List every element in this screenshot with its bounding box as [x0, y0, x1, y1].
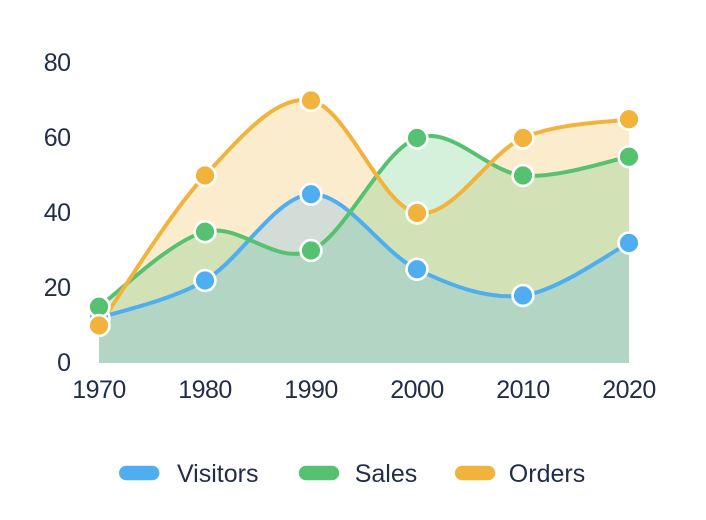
svg-text:2010: 2010 — [496, 376, 550, 404]
svg-text:40: 40 — [44, 199, 71, 227]
svg-text:2000: 2000 — [390, 376, 444, 404]
svg-text:Orders: Orders — [509, 460, 585, 488]
svg-text:60: 60 — [44, 124, 71, 152]
svg-text:0: 0 — [57, 349, 70, 377]
svg-text:2020: 2020 — [602, 376, 656, 404]
svg-text:1990: 1990 — [284, 376, 338, 404]
svg-text:Sales: Sales — [355, 460, 418, 488]
svg-text:1980: 1980 — [178, 376, 232, 404]
svg-text:20: 20 — [44, 274, 71, 302]
svg-text:80: 80 — [44, 49, 71, 77]
svg-text:1970: 1970 — [72, 376, 126, 404]
svg-text:Visitors: Visitors — [177, 460, 259, 488]
